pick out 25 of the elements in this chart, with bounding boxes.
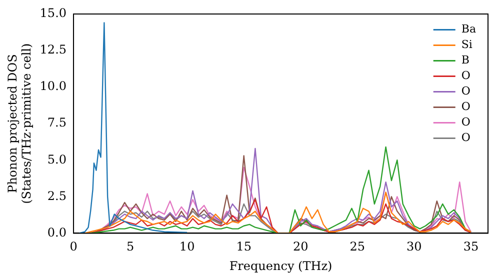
legend-label: O	[461, 131, 470, 144]
legend-label: B	[461, 54, 470, 67]
legend-label: O	[461, 116, 470, 129]
y-tick-label: 0.0	[47, 225, 67, 240]
x-tick-label: 10	[179, 240, 195, 254]
legend-label: O	[461, 69, 470, 82]
x-tick-label: 20	[292, 240, 308, 254]
y-tick-label: 2.5	[47, 188, 67, 203]
y-tick-label: 7.5	[47, 116, 67, 130]
x-tick-label: 5	[126, 240, 134, 254]
x-tick-label: 0	[70, 240, 78, 254]
y-tick-label: 12.5	[40, 42, 67, 57]
x-tick-label: 30	[406, 240, 422, 254]
x-tick-label: 35	[463, 240, 479, 254]
legend-label: Si	[461, 38, 473, 52]
x-axis-title: Frequency (THz)	[229, 258, 332, 273]
legend-label: Ba	[461, 22, 476, 36]
y-tick-label: 10.0	[40, 79, 67, 94]
x-tick-label: 15	[236, 240, 252, 254]
x-tick-label: 25	[350, 240, 366, 254]
y-tick-label: 5.0	[47, 152, 67, 166]
legend-label: O	[461, 84, 470, 98]
legend-label: O	[461, 100, 470, 114]
y-tick-label: 15.0	[40, 6, 67, 20]
y-axis-title: Phonon projected DOS (States/THz·primitive cell)	[5, 43, 34, 204]
